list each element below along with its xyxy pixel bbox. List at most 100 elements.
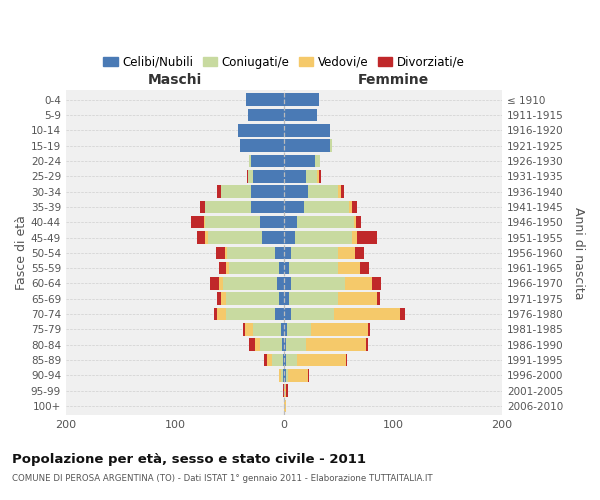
Bar [275,308,284,320]
Bar [377,292,380,305]
Y-axis label: Anni di nascita: Anni di nascita [572,206,585,299]
Bar [308,186,338,198]
Bar [217,246,225,259]
Bar [251,200,284,213]
Bar [366,338,368,351]
Bar [249,338,254,351]
Bar [217,308,226,320]
Bar [356,216,361,228]
Bar [246,94,284,106]
Bar [223,277,277,289]
Bar [283,384,284,397]
Bar [295,231,352,244]
Bar [282,338,284,351]
Bar [368,323,370,336]
Bar [289,369,308,382]
Text: Maschi: Maschi [148,72,202,86]
Bar [284,94,319,106]
Bar [352,231,357,244]
Bar [290,277,345,289]
Bar [277,277,284,289]
Bar [361,262,369,274]
Legend: Celibi/Nubili, Coniugati/e, Vedovi/e, Divorziati/e: Celibi/Nubili, Coniugati/e, Vedovi/e, Di… [98,51,469,74]
Bar [284,384,286,397]
Bar [346,354,347,366]
Bar [338,292,377,305]
Bar [304,200,349,213]
Bar [260,216,284,228]
Bar [286,369,289,382]
Bar [284,140,330,152]
Bar [229,262,278,274]
Bar [248,170,253,182]
Bar [286,338,306,351]
Bar [254,338,260,351]
Text: Femmine: Femmine [358,72,428,86]
Bar [317,170,319,182]
Bar [349,200,352,213]
Bar [247,170,248,182]
Bar [221,186,251,198]
Bar [341,186,344,198]
Bar [345,277,372,289]
Bar [251,154,284,167]
Bar [217,186,221,198]
Bar [290,308,334,320]
Bar [357,231,377,244]
Bar [283,369,284,382]
Bar [218,277,223,289]
Bar [334,308,400,320]
Bar [284,124,330,136]
Bar [275,246,284,259]
Bar [284,277,290,289]
Bar [197,231,205,244]
Text: COMUNE DI PEROSA ARGENTINA (TO) - Dati ISTAT 1° gennaio 2011 - Elaborazione TUTT: COMUNE DI PEROSA ARGENTINA (TO) - Dati I… [12,474,433,483]
Bar [221,292,226,305]
Bar [278,262,284,274]
Bar [306,170,317,182]
Bar [205,200,251,213]
Bar [338,262,361,274]
Bar [226,262,229,274]
Bar [225,246,227,259]
Bar [284,170,306,182]
Bar [284,231,295,244]
Bar [205,216,260,228]
Bar [330,140,332,152]
Bar [260,338,282,351]
Y-axis label: Fasce di età: Fasce di età [15,216,28,290]
Bar [272,354,283,366]
Bar [249,154,251,167]
Bar [281,323,284,336]
Bar [372,277,381,289]
Bar [338,186,341,198]
Bar [218,262,226,274]
Bar [245,323,253,336]
Bar [265,354,266,366]
Bar [217,292,221,305]
Bar [284,262,289,274]
Bar [226,292,278,305]
Bar [290,246,338,259]
Bar [278,369,281,382]
Bar [354,216,356,228]
Bar [284,200,304,213]
Bar [248,108,284,122]
Bar [284,400,286,412]
Bar [226,308,275,320]
Bar [284,216,297,228]
Bar [314,154,320,167]
Bar [284,292,289,305]
Bar [286,354,297,366]
Bar [283,354,284,366]
Bar [311,323,368,336]
Bar [355,246,364,259]
Bar [286,384,289,397]
Bar [306,338,366,351]
Bar [352,200,357,213]
Bar [284,246,290,259]
Bar [200,200,205,213]
Bar [251,186,284,198]
Bar [284,323,287,336]
Bar [308,369,309,382]
